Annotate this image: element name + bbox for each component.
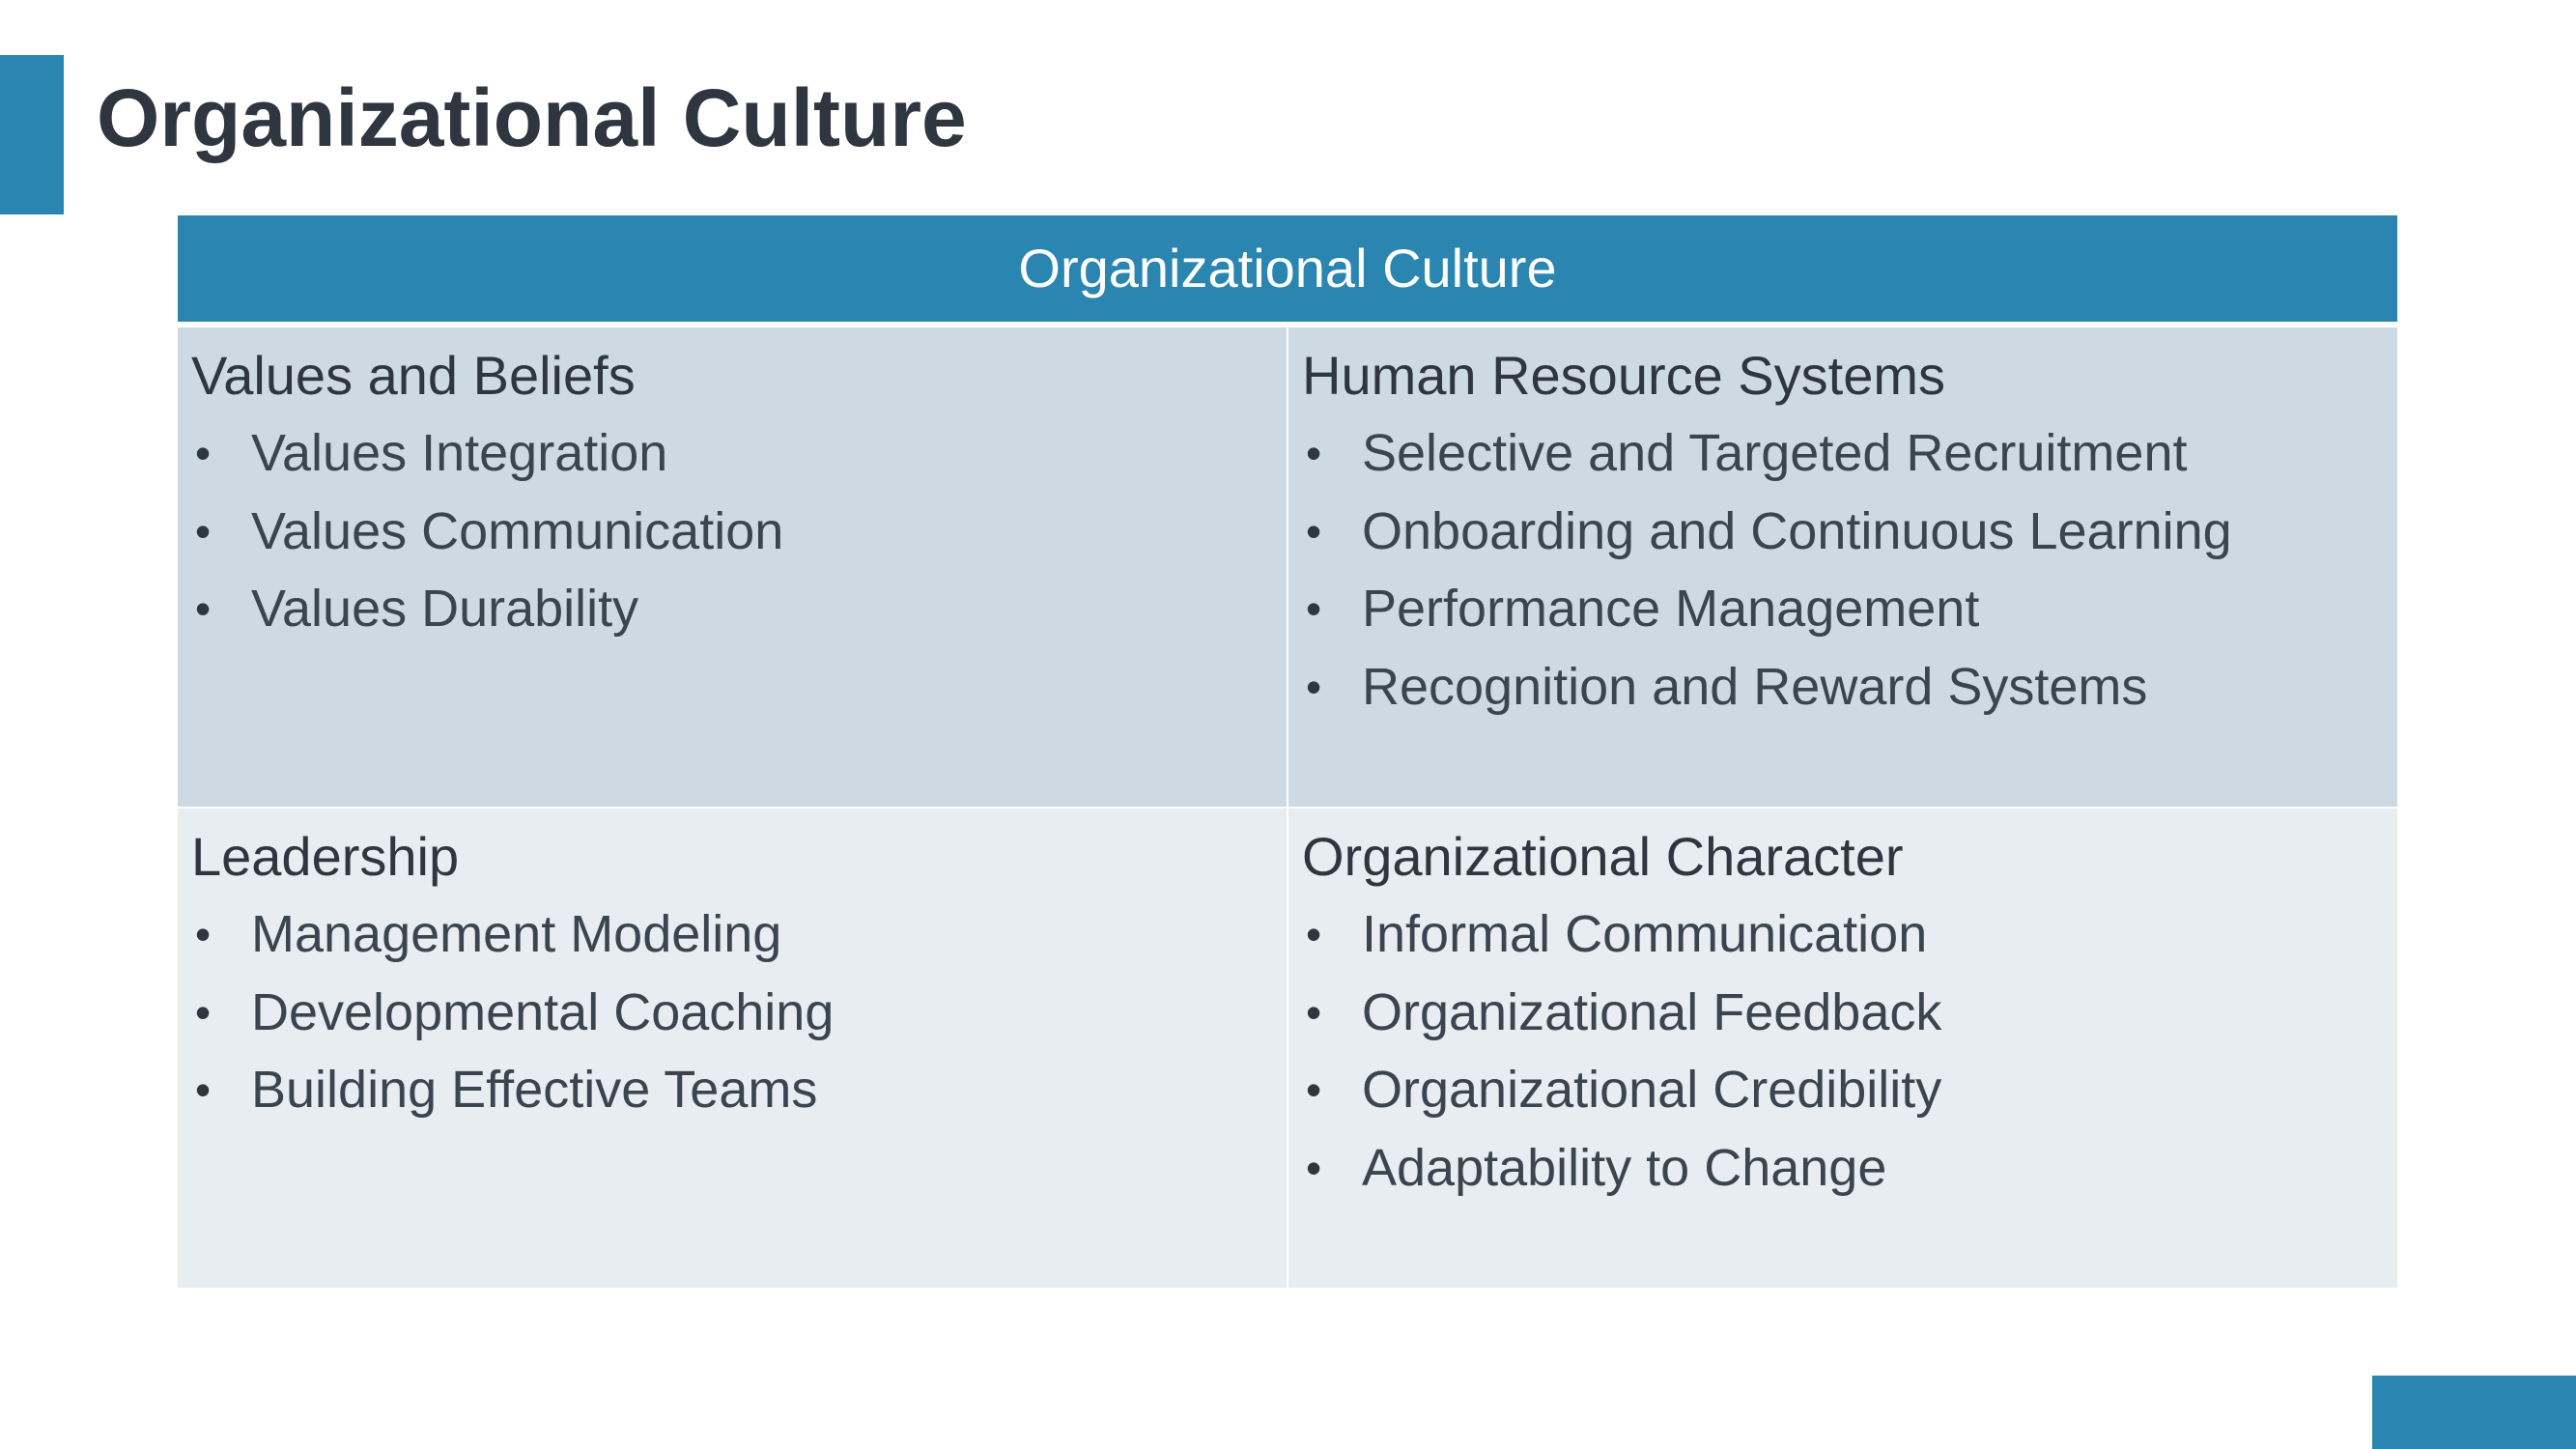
bullet-icon: • (1306, 505, 1322, 556)
list-item: • Values Integration (191, 414, 1273, 493)
list-item-label: Values Communication (251, 501, 784, 560)
list-item: • Values Communication (191, 493, 1273, 571)
table-header: Organizational Culture (178, 215, 2397, 322)
item-list: • Selective and Targeted Recruitment • Onb… (1302, 414, 2384, 725)
list-item: • Values Durability (191, 570, 1273, 648)
list-item-label: Values Durability (251, 580, 639, 638)
page-title: Organizational Culture (97, 72, 967, 163)
cell-human-resource-systems: Human Resource Systems • Selective and Ta… (1288, 327, 2397, 807)
list-item: • Adaptability to Change (1302, 1129, 2384, 1208)
bullet-icon: • (195, 986, 212, 1037)
list-item-label: Selective and Targeted Recruitment (1362, 424, 2188, 482)
list-item: • Organizational Feedback (1302, 974, 2384, 1052)
bullet-icon: • (1306, 1065, 1322, 1115)
list-item: • Management Modeling (191, 895, 1273, 974)
list-item-label: Values Integration (251, 424, 668, 482)
list-item: • Onboarding and Continuous Learning (1302, 493, 2384, 571)
list-item-label: Management Modeling (251, 905, 782, 963)
bullet-icon: • (1306, 986, 1322, 1037)
list-item-label: Recognition and Reward Systems (1362, 657, 2148, 716)
list-item-label: Onboarding and Continuous Learning (1362, 501, 2232, 560)
cell-leadership: Leadership • Management Modeling • Develop… (178, 809, 1287, 1288)
cell-heading: Human Resource Systems (1302, 345, 1946, 406)
list-item-label: Adaptability to Change (1362, 1138, 1887, 1197)
list-item: • Building Effective Teams (191, 1051, 1273, 1129)
bullet-icon: • (195, 505, 212, 556)
cell-heading: Organizational Character (1302, 826, 1904, 887)
item-list: • Informal Communication • Organizational … (1302, 895, 2384, 1207)
left-accent-bar (0, 55, 64, 214)
bullet-icon: • (195, 583, 212, 634)
bullet-icon: • (1306, 428, 1322, 478)
list-item-label: Organizational Credibility (1362, 1061, 1942, 1119)
list-item-label: Developmental Coaching (251, 982, 835, 1041)
bullet-icon: • (195, 909, 212, 959)
culture-table: Organizational Culture Values and Belief… (178, 215, 2397, 1288)
bullet-icon: • (1306, 583, 1322, 634)
list-item: • Informal Communication (1302, 895, 2384, 974)
list-item: • Developmental Coaching (191, 974, 1273, 1052)
list-item: • Performance Management (1302, 570, 2384, 648)
item-list: • Management Modeling • Developmental Coac… (191, 895, 1273, 1129)
list-item-label: Building Effective Teams (251, 1061, 818, 1119)
table-grid: Values and Beliefs • Values Integration •… (178, 327, 2397, 1288)
cell-heading: Leadership (191, 826, 460, 887)
bullet-icon: • (1306, 909, 1322, 959)
item-list: • Values Integration • Values Communicatio… (191, 414, 1273, 648)
list-item-label: Informal Communication (1362, 905, 1928, 963)
list-item-label: Organizational Feedback (1362, 982, 1942, 1041)
bullet-icon: • (195, 1065, 212, 1115)
bottom-right-accent-bar (2372, 1376, 2576, 1449)
list-item: • Selective and Targeted Recruitment (1302, 414, 2384, 493)
list-item-label: Performance Management (1362, 580, 1980, 638)
bullet-icon: • (1306, 1142, 1322, 1193)
cell-values-and-beliefs: Values and Beliefs • Values Integration •… (178, 327, 1287, 807)
cell-organizational-character: Organizational Character • Informal Commu… (1288, 809, 2397, 1288)
list-item: • Organizational Credibility (1302, 1051, 2384, 1129)
bullet-icon: • (195, 428, 212, 478)
bullet-icon: • (1306, 661, 1322, 712)
list-item: • Recognition and Reward Systems (1302, 648, 2384, 726)
cell-heading: Values and Beliefs (191, 345, 636, 406)
